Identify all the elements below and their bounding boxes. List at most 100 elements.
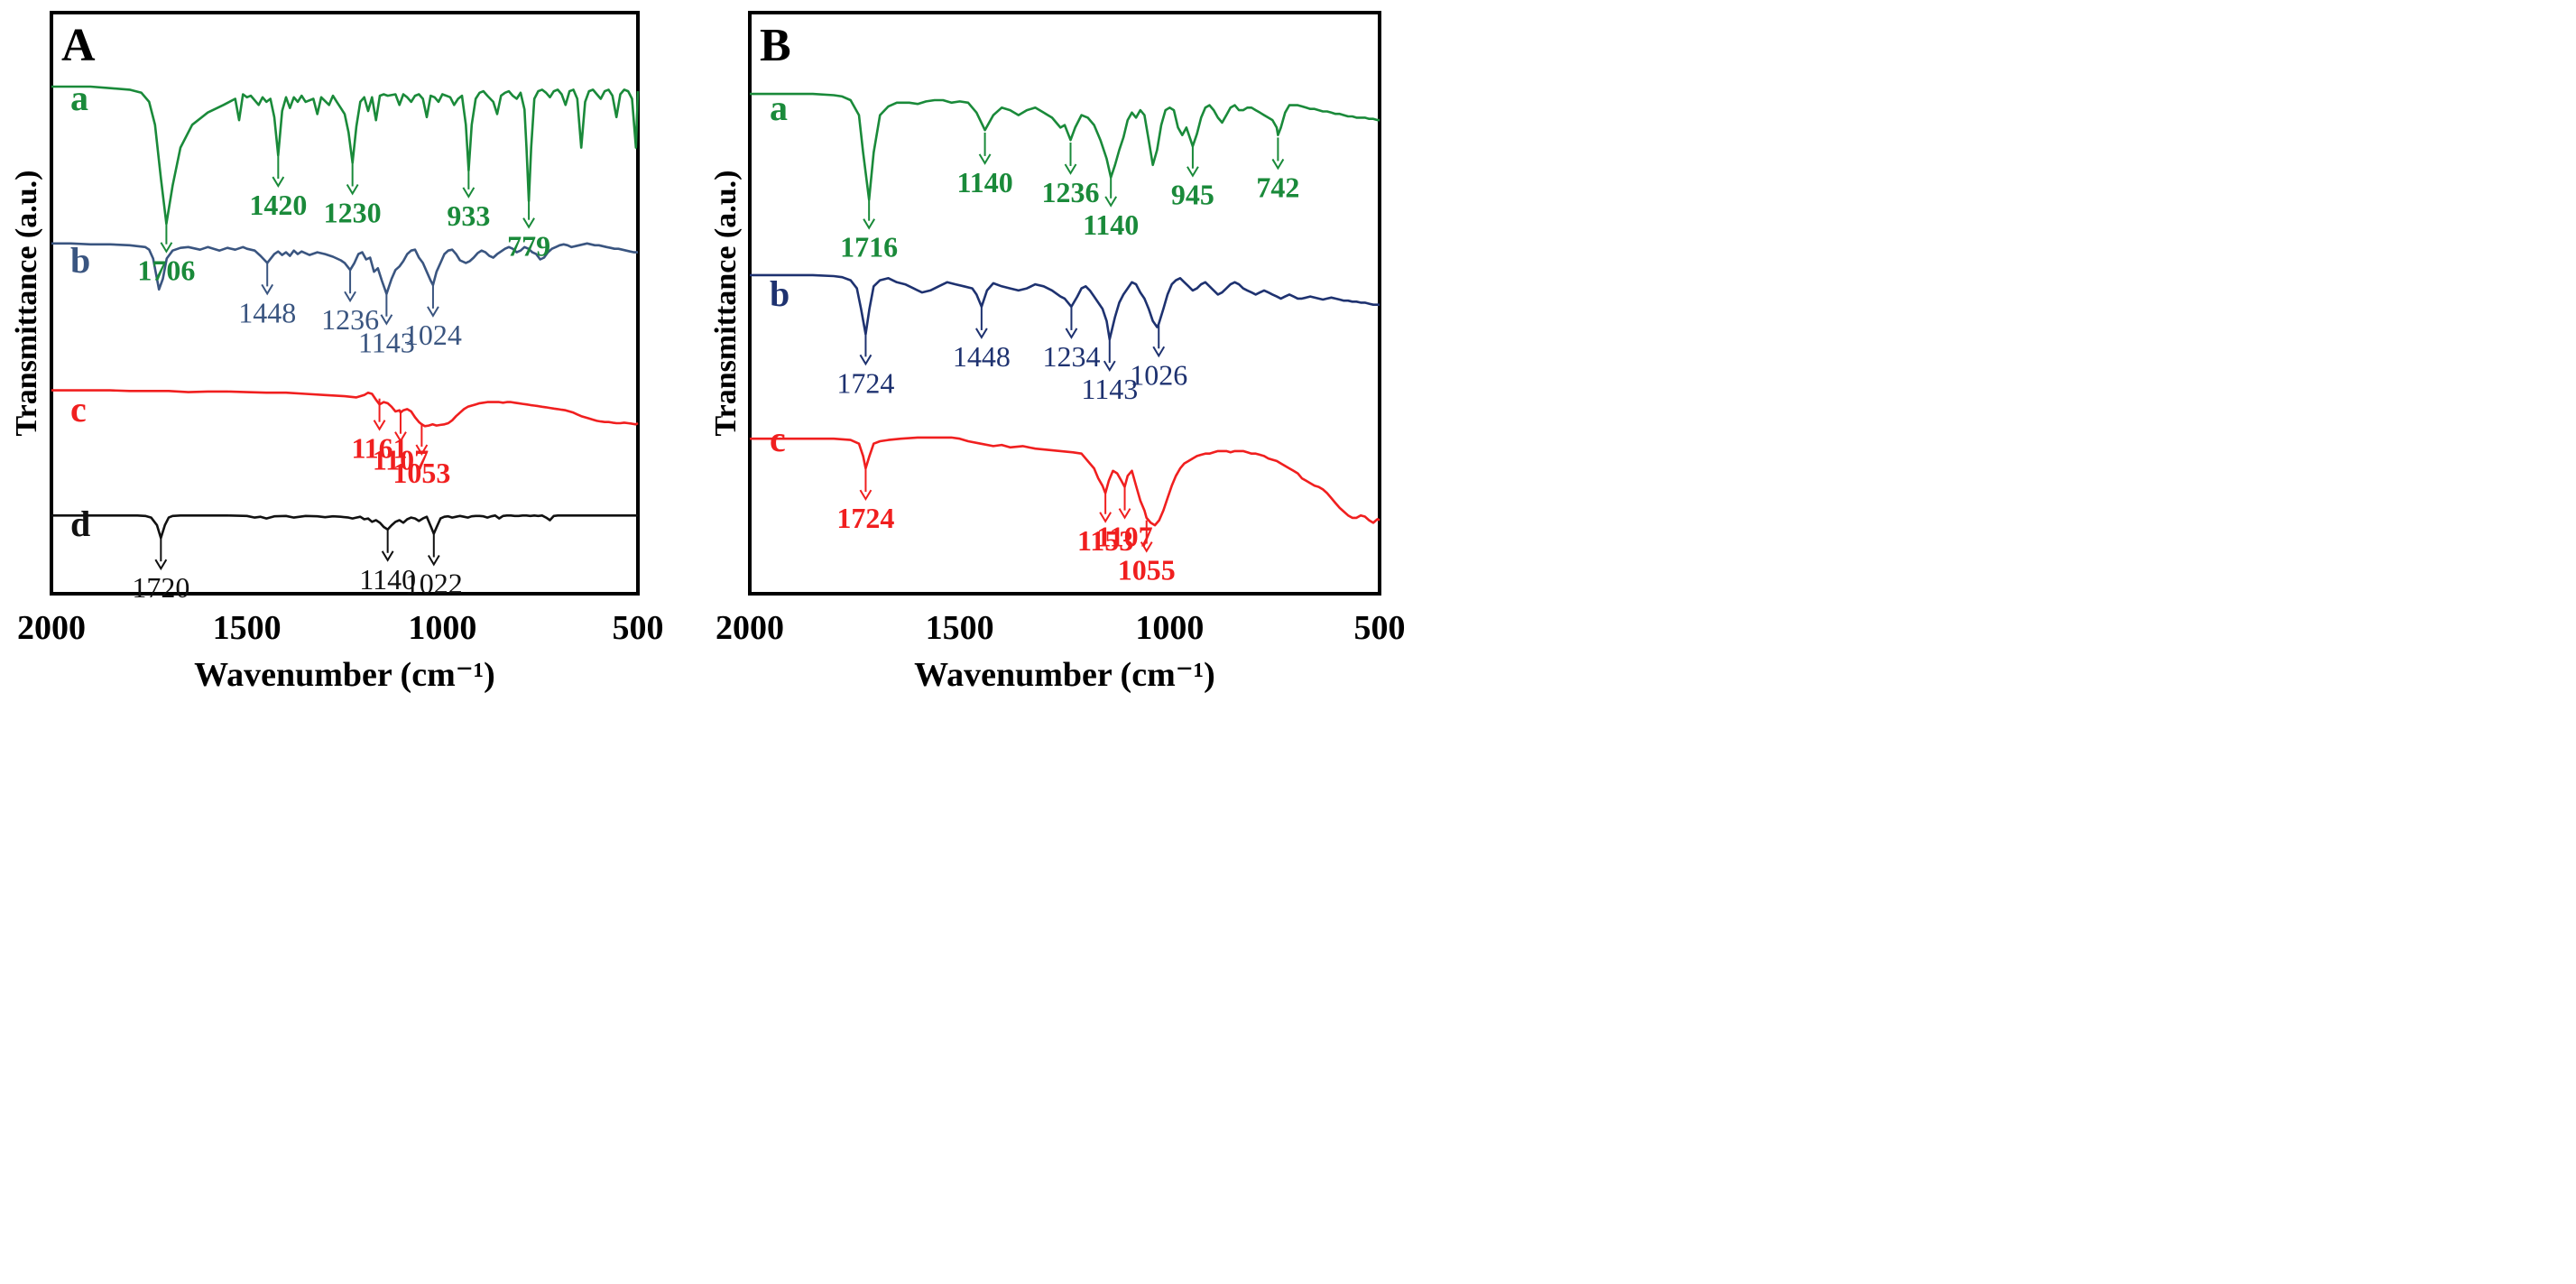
panel-a: A Transmittance (a.u.) Wavenumber (cm⁻¹)… bbox=[10, 11, 664, 694]
peak-arrow-head bbox=[261, 283, 274, 296]
peak-marker: 779 bbox=[507, 196, 550, 263]
peak-arrow-head bbox=[859, 489, 873, 502]
peak-marker: 1053 bbox=[392, 423, 450, 489]
peak-label: 1140 bbox=[359, 563, 416, 596]
peak-label: 945 bbox=[1171, 179, 1214, 211]
peak-arrow-head bbox=[462, 187, 475, 199]
peak-marker: 1236 bbox=[1042, 142, 1100, 208]
panel-a-x-ticks: 2000 1500 1000 500 bbox=[17, 609, 664, 647]
peak-marker: 1140 bbox=[359, 529, 416, 596]
peak-label: 1236 bbox=[1042, 176, 1100, 208]
peak-marker: 1055 bbox=[1118, 520, 1176, 587]
peak-label: 1053 bbox=[392, 457, 450, 489]
peak-arrow-head bbox=[394, 431, 407, 443]
x-tick-label: 2000 bbox=[716, 609, 784, 647]
peak-marker: 1143 bbox=[1081, 339, 1138, 405]
series-line-a bbox=[750, 92, 1380, 201]
peak-arrow-head bbox=[1271, 158, 1285, 171]
peak-label: 1234 bbox=[1042, 340, 1100, 373]
x-tick-label: 1000 bbox=[1135, 609, 1204, 647]
peak-arrow-head bbox=[1065, 328, 1078, 339]
peak-arrow-head bbox=[346, 183, 359, 196]
peak-label: 1720 bbox=[132, 571, 189, 604]
peak-marker: 1140 bbox=[1083, 174, 1139, 241]
peak-marker: 1724 bbox=[836, 333, 894, 399]
peak-marker: 1234 bbox=[1042, 306, 1100, 373]
panel-b-series-labels: a b c bbox=[770, 88, 789, 459]
panel-a-series bbox=[51, 85, 640, 540]
series-label-b: b bbox=[70, 240, 90, 281]
peak-arrow-head bbox=[1104, 196, 1118, 208]
peak-arrow-head bbox=[373, 420, 386, 431]
peak-label: 1024 bbox=[404, 319, 462, 351]
peak-marker: 742 bbox=[1256, 137, 1299, 203]
peak-arrow-head bbox=[978, 153, 992, 165]
peak-label: 1055 bbox=[1118, 554, 1176, 587]
peak-arrow-head bbox=[1064, 163, 1077, 175]
peak-marker: 933 bbox=[447, 165, 490, 232]
x-tick-label: 500 bbox=[1354, 609, 1406, 647]
peak-arrow-head bbox=[863, 218, 876, 230]
peak-arrow-head bbox=[522, 217, 535, 229]
panel-b-ylabel: Transmittance (a.u.) bbox=[709, 171, 743, 437]
panel-a-xlabel: Wavenumber (cm⁻¹) bbox=[194, 656, 495, 694]
peak-marker: 1716 bbox=[840, 197, 898, 263]
peak-arrow-head bbox=[1152, 346, 1166, 358]
series-label-c: c bbox=[770, 419, 786, 459]
peak-label: 1724 bbox=[836, 366, 894, 399]
panel-b-x-ticks: 2000 1500 1000 500 bbox=[716, 609, 1406, 647]
peak-arrow-head bbox=[1140, 541, 1153, 553]
peak-marker: 1706 bbox=[137, 220, 195, 287]
peak-label: 1420 bbox=[249, 189, 307, 221]
peak-arrow-head bbox=[380, 314, 393, 326]
peak-arrow-head bbox=[1186, 166, 1199, 178]
series-line-d bbox=[51, 514, 638, 540]
peak-label: 1724 bbox=[836, 502, 894, 534]
series-line-c bbox=[51, 389, 639, 428]
x-tick-label: 1500 bbox=[213, 609, 282, 647]
peak-marker: 1143 bbox=[358, 292, 415, 359]
peak-label: 1143 bbox=[1081, 373, 1138, 405]
series-line-b bbox=[750, 273, 1380, 341]
panel-a-frame bbox=[50, 11, 640, 596]
peak-label: 1230 bbox=[324, 197, 382, 229]
peak-marker: 1724 bbox=[836, 468, 894, 534]
panel-b-label: B bbox=[760, 20, 791, 71]
peak-label: 1022 bbox=[405, 568, 463, 600]
peak-marker: 1026 bbox=[1130, 325, 1187, 391]
series-label-b: b bbox=[770, 273, 789, 314]
peak-arrow-head bbox=[975, 328, 988, 339]
x-tick-label: 2000 bbox=[17, 609, 86, 647]
series-label-c: c bbox=[70, 389, 87, 430]
x-tick-label: 1000 bbox=[408, 609, 476, 647]
peak-label: 933 bbox=[447, 199, 490, 232]
peak-label: 1140 bbox=[1083, 208, 1139, 241]
peak-label: 1236 bbox=[321, 303, 379, 336]
peak-arrow-head bbox=[415, 444, 429, 456]
panel-a-label: A bbox=[61, 20, 96, 71]
panel-b-series bbox=[750, 92, 1380, 527]
peak-marker: 1022 bbox=[405, 533, 463, 600]
series-label-a: a bbox=[70, 78, 88, 118]
peak-arrow-head bbox=[1118, 508, 1131, 520]
peak-label: 1448 bbox=[238, 296, 296, 328]
peak-label: 779 bbox=[507, 230, 550, 263]
peak-marker: 1024 bbox=[404, 284, 462, 351]
peak-arrow-head bbox=[1099, 512, 1112, 523]
peak-arrow-head bbox=[1103, 360, 1116, 373]
peak-marker: 1720 bbox=[132, 538, 189, 604]
series-line-c bbox=[750, 436, 1380, 527]
peak-label: 1706 bbox=[137, 254, 195, 287]
series-label-a: a bbox=[770, 88, 788, 128]
panel-a-series-labels: a b c d bbox=[70, 78, 90, 544]
x-tick-label: 1500 bbox=[926, 609, 994, 647]
peak-arrow-head bbox=[427, 554, 440, 567]
peak-label: 1140 bbox=[956, 166, 1012, 199]
series-line-b bbox=[51, 242, 638, 295]
peak-arrow-head bbox=[859, 354, 873, 366]
peak-arrow-head bbox=[427, 306, 439, 318]
peak-marker: 1140 bbox=[956, 132, 1013, 199]
peak-marker: 945 bbox=[1171, 144, 1214, 211]
